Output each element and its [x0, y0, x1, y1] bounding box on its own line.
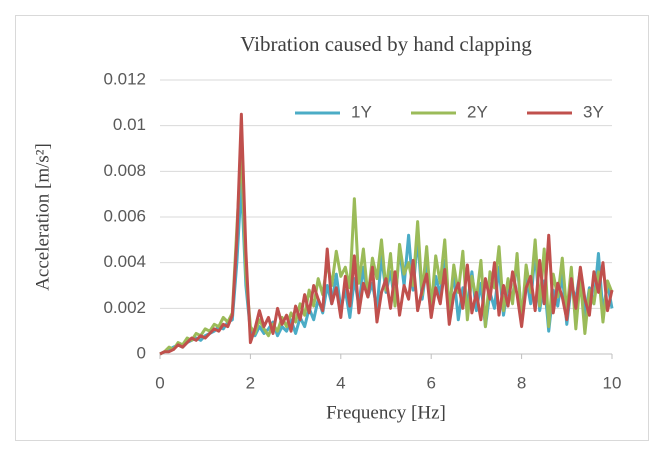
x-tick-label: 0	[155, 373, 164, 392]
x-axis-title: Frequency [Hz]	[326, 402, 446, 423]
y-tick-label: 0.008	[103, 161, 146, 180]
legend-label: 1Y	[351, 102, 372, 121]
x-tick-label: 8	[517, 373, 526, 392]
x-tick-label: 4	[336, 373, 345, 392]
x-tick-label: 10	[603, 373, 622, 392]
legend: 1Y 2Y 3Y	[295, 102, 604, 121]
y-tick-label: 0.004	[103, 252, 146, 271]
legend-label: 2Y	[467, 102, 488, 121]
chart-title: Vibration caused by hand clapping	[240, 32, 532, 56]
y-tick-label: 0.002	[103, 298, 146, 317]
chart-border	[15, 15, 649, 441]
y-tick-label: 0.01	[113, 115, 146, 134]
series-line	[159, 112, 614, 356]
x-tick-label: 6	[426, 373, 435, 392]
y-tick-label: 0.012	[103, 69, 146, 88]
legend-label: 3Y	[583, 102, 604, 121]
x-tick-label: 2	[246, 373, 255, 392]
y-tick-label: 0.006	[103, 206, 146, 225]
y-tick-label: 0	[137, 343, 146, 362]
y-axis-title: Acceleration [m/s²]	[32, 143, 53, 291]
grid: 0 0.002 0.004 0.006 0.008 0.01 0.012 0 2 4 6 8 10	[103, 69, 621, 392]
plot-area	[159, 112, 614, 356]
